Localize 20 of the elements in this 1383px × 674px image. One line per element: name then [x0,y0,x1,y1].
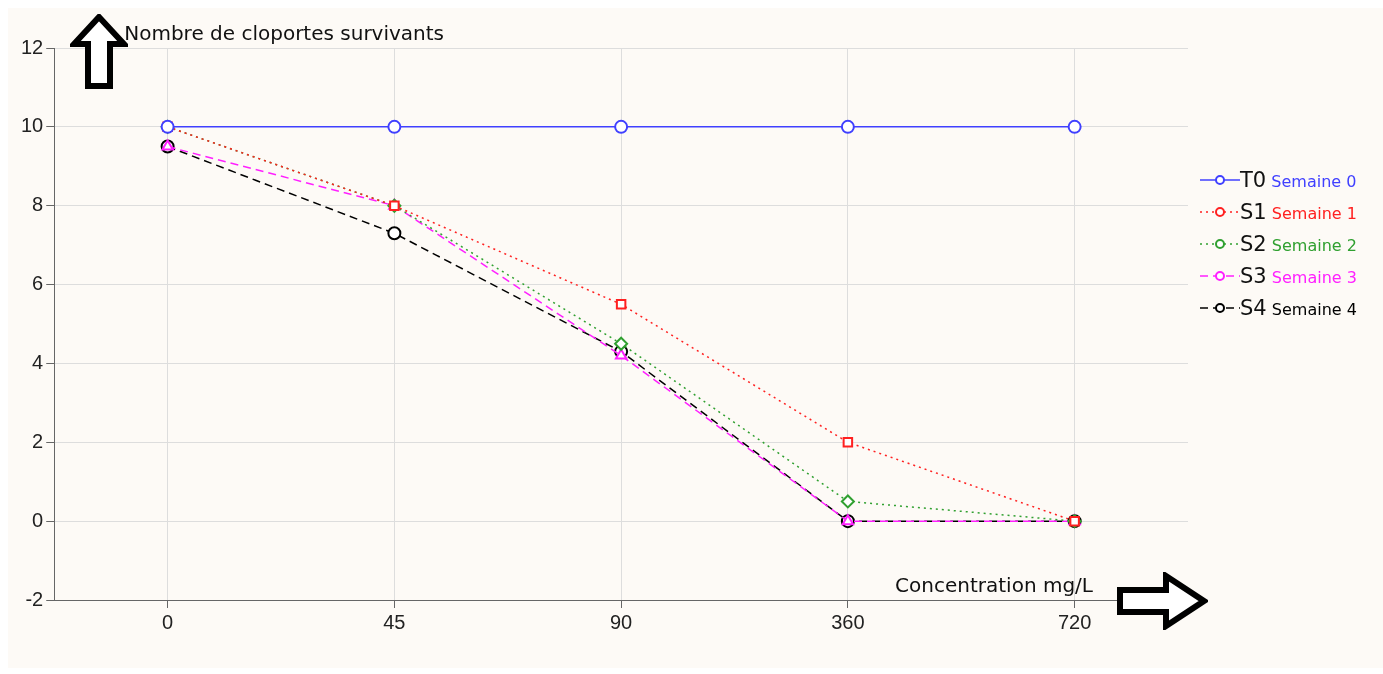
y-tick-label: 0 [32,508,44,531]
legend-label: S3 Semaine 3 [1240,264,1357,288]
legend-label: T0 Semaine 0 [1240,168,1357,192]
legend-label: S1 Semaine 1 [1240,200,1357,224]
x-tick-label: 0 [162,610,174,633]
legend-label: S2 Semaine 2 [1240,232,1357,256]
y-tick-label: 8 [32,193,44,216]
x-axis-title: Concentration mg/L [895,573,1094,597]
y-axis-title: Nombre de cloportes survivants [124,21,445,45]
x-tick-label: 45 [383,610,406,633]
x-tick-label: 90 [610,610,633,633]
x-tick-label: 360 [831,610,865,633]
y-tick-label: 4 [32,350,44,373]
y-tick-label: 6 [32,272,44,295]
x-tick-label: 720 [1057,610,1092,633]
y-tick-label: 12 [21,35,44,58]
y-tick-label: 10 [21,114,44,137]
legend-label: S4 Semaine 4 [1240,296,1357,320]
y-tick-label: -2 [25,587,44,610]
y-tick-label: 2 [32,429,44,452]
